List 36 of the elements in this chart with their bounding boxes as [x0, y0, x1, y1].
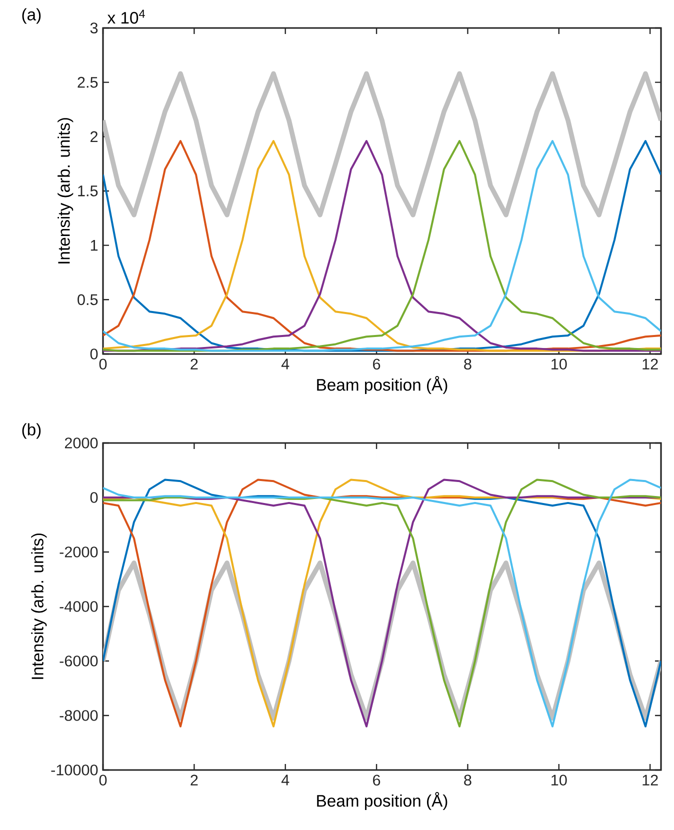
y-axis-title: Intensity (arb. units)	[31, 534, 47, 679]
y-tick-label: -8000	[60, 710, 98, 721]
x-tick-label: 2	[190, 774, 198, 786]
text: (a)	[22, 8, 41, 24]
x-tick-label: 0	[99, 774, 107, 786]
y-tick-label: -10000	[51, 764, 98, 776]
y-tick-label: 1	[90, 240, 98, 251]
x-tick-label: 2	[190, 358, 198, 370]
y-axis-title: Intensity (arb. units)	[58, 118, 74, 264]
y-tick-label: 2.5	[78, 76, 98, 88]
x-tick-label: 12	[642, 774, 658, 786]
y-tick-label: 0.5	[78, 294, 98, 306]
text: (b)	[22, 423, 41, 439]
x-axis-title: Beam position (Å)	[317, 376, 448, 394]
y-tick-label: 2000	[64, 438, 98, 448]
text: x 10$^{4}$	[107, 10, 145, 24]
x-tick-label: 8	[464, 774, 472, 786]
line-series	[103, 71, 662, 218]
y-tick-label: -6000	[60, 656, 98, 666]
y-tick-label: -4000	[60, 601, 98, 612]
x-tick-label: 10	[552, 358, 567, 370]
y-tick-label: 1.5	[78, 186, 98, 196]
x-axis-title: Beam position (Å)	[317, 792, 448, 810]
x-tick-label: 6	[373, 358, 380, 370]
x-tick-label: 0	[99, 358, 107, 370]
y-tick-label: 0	[90, 492, 98, 503]
x-tick-label: 4	[281, 774, 290, 786]
x-tick-label: 10	[552, 774, 567, 786]
y-tick-label: 3	[90, 22, 98, 34]
x-tick-label: 12	[642, 358, 658, 370]
y-tick-label: 0	[90, 348, 98, 360]
x-tick-label: 4	[281, 358, 290, 370]
x-tick-label: 6	[373, 774, 380, 786]
x-tick-label: 8	[464, 358, 472, 370]
y-tick-label: -2000	[60, 546, 98, 558]
y-tick-label: 2	[90, 131, 98, 142]
